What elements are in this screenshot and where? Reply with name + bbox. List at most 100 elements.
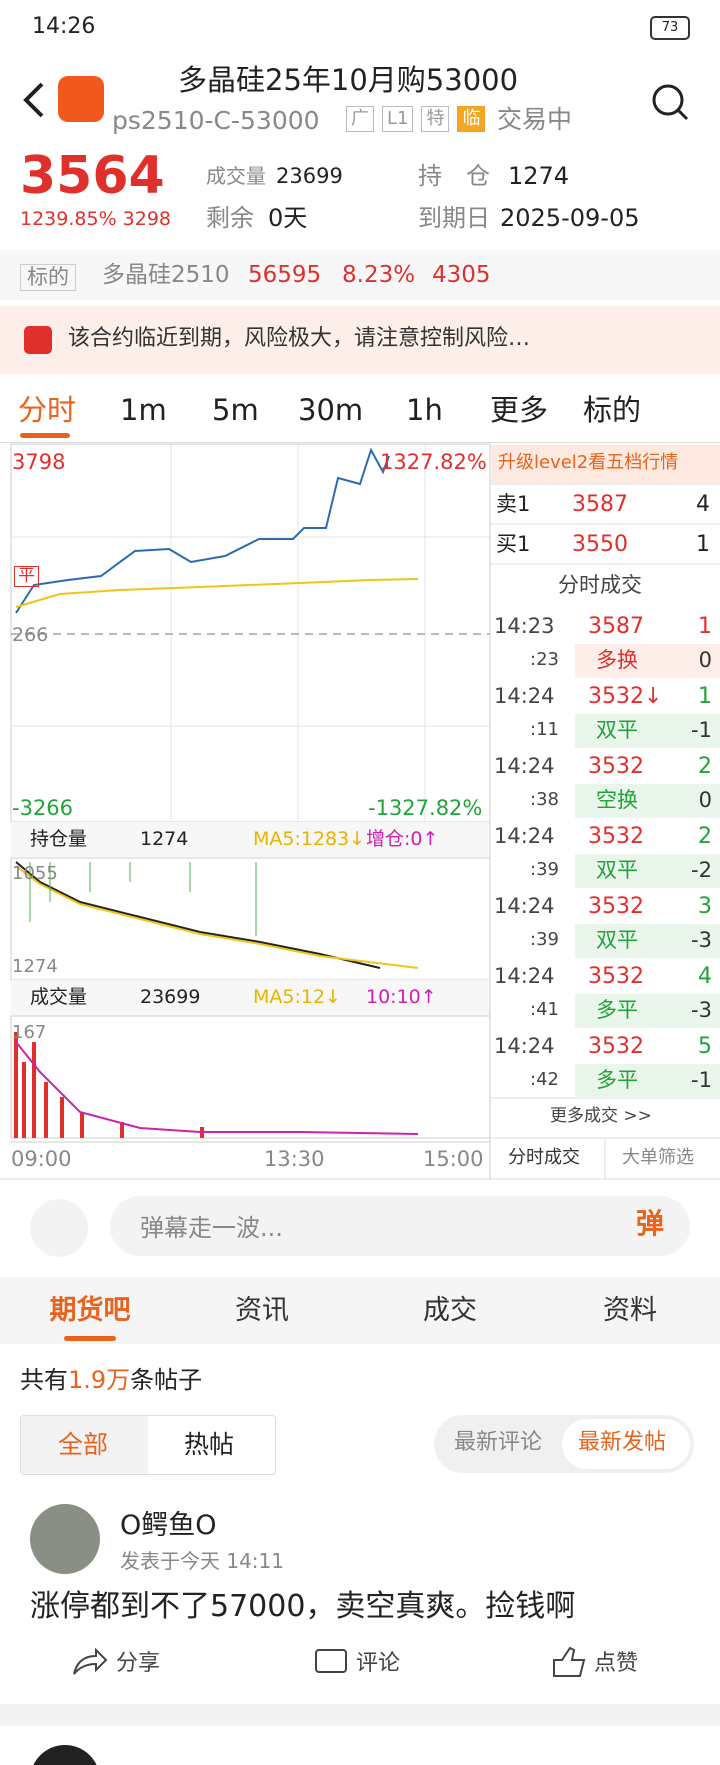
- level-price: 3587: [572, 492, 628, 517]
- trade-time: 14:24: [494, 684, 555, 708]
- post-text[interactable]: 涨停都到不了57000，卖空真爽。捡钱啊: [30, 1589, 576, 1624]
- underlying-name: 多晶硅2510: [102, 262, 230, 288]
- time-label: 13:30: [264, 1147, 325, 1171]
- vol-ma: MA5:12↓: [253, 986, 341, 1008]
- action[interactable]: 分享: [116, 1651, 161, 1676]
- tab[interactable]: 30m: [298, 393, 364, 427]
- y-min: -3266: [12, 796, 74, 820]
- trade-kind: 多平: [596, 1068, 638, 1092]
- trade-time: 14:24: [494, 894, 555, 918]
- avatar[interactable]: [30, 1504, 100, 1574]
- action[interactable]: 点赞: [594, 1651, 639, 1676]
- trade-sec: :39: [530, 929, 559, 950]
- battery: 73: [650, 16, 690, 40]
- trade-kind: 空换: [596, 788, 638, 812]
- trade-chg: 0: [698, 788, 712, 812]
- underlying-chg: 4305: [432, 262, 491, 288]
- count: 1.9万: [68, 1366, 131, 1394]
- filter-group: [20, 1415, 276, 1475]
- text: 条帖子: [130, 1366, 203, 1394]
- trade-qty: 4: [698, 964, 712, 989]
- trade-qty: 2: [698, 754, 712, 779]
- section-tab[interactable]: 成交: [423, 1295, 477, 1326]
- vol-label[interactable]: 成交量: [30, 986, 88, 1008]
- oi-label[interactable]: 持仓量: [30, 828, 88, 850]
- trade-kind-bg: [575, 994, 720, 1028]
- tab[interactable]: 1m: [120, 393, 167, 427]
- trade-chg: 0: [698, 648, 712, 672]
- value: 0天: [268, 204, 308, 232]
- back-button[interactable]: [18, 80, 48, 120]
- trade-time: 14:24: [494, 1034, 555, 1058]
- action[interactable]: 评论: [356, 1651, 401, 1676]
- section-tab[interactable]: 期货吧: [49, 1295, 131, 1326]
- trade-state: 交易中: [497, 105, 573, 134]
- sort[interactable]: 最新发帖: [578, 1430, 667, 1455]
- mid-label: 266: [12, 624, 49, 646]
- trade-sec: :23: [530, 649, 559, 670]
- trade-price: 3532: [588, 824, 644, 849]
- upgrade-link[interactable]: 升级level2看五档行情: [498, 452, 679, 473]
- avatar[interactable]: [30, 1745, 100, 1765]
- tab[interactable]: 标的: [583, 393, 642, 427]
- warning-icon: [24, 326, 52, 354]
- warning-text: 该合约临近到期，风险极大，请注意控制风险…: [68, 326, 531, 351]
- value: 1274: [508, 162, 570, 190]
- trade-kind-bg: [575, 854, 720, 888]
- bottom-tab[interactable]: 大单筛选: [622, 1147, 694, 1168]
- trade-qty: 3: [698, 894, 712, 919]
- value: 23699: [276, 164, 343, 188]
- danmaku-placeholder: 弹幕走一波...: [140, 1214, 283, 1242]
- trade-chg: -1: [691, 718, 712, 742]
- trade-sec: :11: [530, 719, 559, 740]
- trade-kind: 双平: [596, 928, 638, 952]
- warning-bar[interactable]: [0, 306, 720, 374]
- divider: [0, 442, 720, 443]
- filter[interactable]: 热帖: [184, 1430, 235, 1459]
- trade-kind-bg: [575, 644, 720, 678]
- tag: 特: [421, 106, 450, 132]
- trade-kind: 双平: [596, 858, 638, 882]
- tab[interactable]: 5m: [212, 393, 259, 427]
- underlying-row[interactable]: [0, 250, 720, 300]
- section-tab[interactable]: 资料: [603, 1295, 657, 1326]
- level-side: 卖1: [496, 492, 531, 516]
- oi-top: 1055: [12, 863, 58, 884]
- trade-chg: -1: [691, 1068, 712, 1092]
- underlying-pct: 8.23%: [342, 262, 416, 288]
- trade-price: 3532: [588, 964, 644, 989]
- time-label: 09:00: [11, 1147, 72, 1171]
- y-min-pct: -1327.82%: [368, 796, 483, 820]
- trade-price: 3532: [588, 894, 644, 919]
- sort-active: [562, 1419, 690, 1469]
- tag: 广: [346, 106, 374, 132]
- bottom-tab[interactable]: 分时成交: [508, 1147, 580, 1168]
- filter-active: [21, 1416, 148, 1474]
- tab[interactable]: 分时: [18, 393, 77, 427]
- sort[interactable]: 最新评论: [454, 1430, 543, 1455]
- label: 成交量: [206, 164, 266, 188]
- username[interactable]: O鳄鱼O: [120, 1510, 217, 1541]
- danmaku-input[interactable]: [110, 1196, 690, 1256]
- level-price: 3550: [572, 532, 628, 557]
- trade-sec: :39: [530, 859, 559, 880]
- text: 共有: [20, 1366, 68, 1394]
- trade-kind: 多换: [596, 648, 638, 672]
- danmaku-toggle[interactable]: [30, 1199, 88, 1257]
- trade-kind-bg: [575, 714, 720, 748]
- danmaku-button[interactable]: 弹: [636, 1207, 665, 1240]
- more-trades[interactable]: 更多成交 >>: [550, 1106, 652, 1126]
- search-button[interactable]: [650, 82, 690, 122]
- change: 1239.85% 3298: [20, 208, 172, 230]
- trade-time: 14:24: [494, 754, 555, 778]
- oi-inc: 增仓:0↑: [366, 828, 439, 850]
- trades-title: 分时成交: [558, 573, 642, 597]
- filter[interactable]: 全部: [58, 1430, 109, 1459]
- trade-chg: -3: [691, 928, 712, 952]
- label: 剩余: [206, 204, 254, 232]
- tab[interactable]: 1h: [406, 393, 443, 427]
- y-max-pct: 1327.82%: [380, 450, 487, 474]
- tab[interactable]: 更多: [490, 393, 549, 427]
- section-tab[interactable]: 资讯: [235, 1295, 289, 1326]
